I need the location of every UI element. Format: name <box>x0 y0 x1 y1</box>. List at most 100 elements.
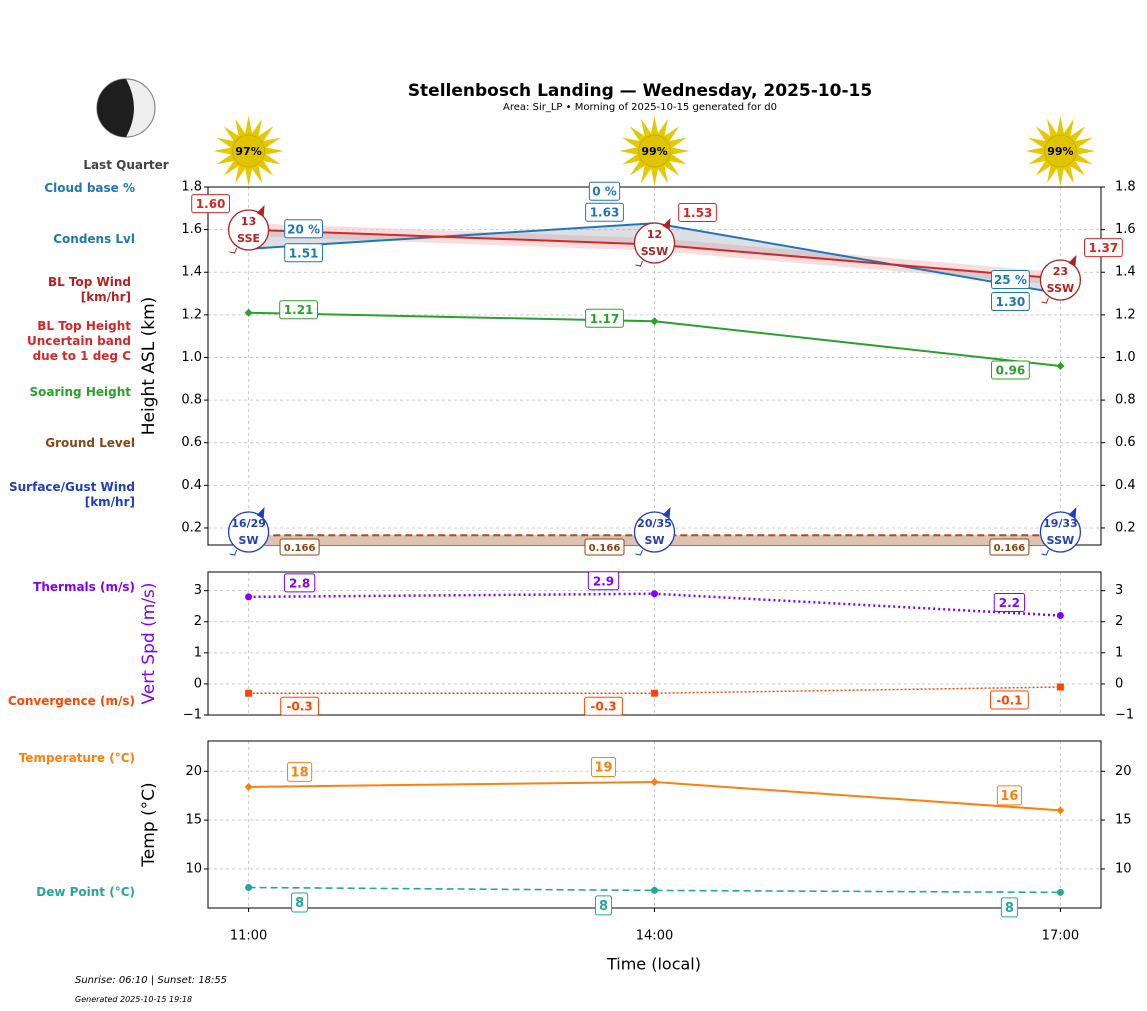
bl-top-wind-speed: 13 <box>241 215 256 228</box>
dew-point-label-box <box>1000 897 1018 918</box>
x-tick-label: 14:00 <box>636 929 673 944</box>
bl-top-wind-tail-icon <box>229 247 238 254</box>
thermals-marker <box>1056 612 1064 620</box>
cloud-base-pct-label-box <box>284 219 323 239</box>
y-tick-label-right: 10 <box>1115 861 1132 876</box>
dew-point-marker <box>245 883 253 891</box>
label-bl-wind: BL Top Wind [km/hr] <box>47 275 131 304</box>
y-tick-label-right: 15 <box>1115 813 1132 828</box>
y-tick-label: 1 <box>194 645 202 660</box>
bl-top-uncertainty-band <box>248 223 1061 286</box>
y-tick-label-right: 0.4 <box>1115 478 1136 493</box>
surface-wind-circle <box>227 511 270 553</box>
thermals-label: 2.2 <box>999 596 1020 610</box>
label-thermals: Thermals (m/s) <box>33 580 135 594</box>
convergence-label: -0.3 <box>286 700 312 714</box>
label-dew-point: Dew Point (°C) <box>36 885 135 899</box>
y-tick-label: 1.2 <box>181 307 202 322</box>
surface-wind-speed: 20/35 <box>637 517 672 530</box>
y-tick-label-right: 0.8 <box>1115 393 1136 408</box>
ground-level-label-box <box>584 538 625 556</box>
sun-disc <box>232 134 266 168</box>
soaring-height-label: 1.17 <box>590 312 620 326</box>
y-tick-label-right: 0.2 <box>1115 520 1136 535</box>
y-tick-label-right: 1.2 <box>1115 307 1136 322</box>
y-tick-label-right: 1.8 <box>1115 180 1136 195</box>
moon-phase-label: Last Quarter <box>83 158 169 172</box>
y-tick-label-right: 1.0 <box>1115 350 1136 365</box>
cloud-base-pct-label-box <box>991 270 1030 290</box>
ground-level-label: 0.166 <box>284 543 316 554</box>
bl-top-wind-arrow-icon <box>662 218 671 230</box>
surface-wind-circle <box>1039 511 1082 553</box>
bl-top-wind-direction: SSE <box>237 232 260 245</box>
condens-level-label: 1.63 <box>590 206 620 220</box>
dew-point-label: 8 <box>295 896 304 911</box>
ground-level-label: 0.166 <box>589 543 621 554</box>
condens-level-label-box <box>585 202 624 222</box>
surface-wind-speed: 16/29 <box>231 517 266 530</box>
bl-top-wind-circle <box>633 222 676 264</box>
convergence-label: -0.3 <box>590 700 616 714</box>
dew-point-marker <box>1056 888 1064 896</box>
y-tick-label-right: 3 <box>1115 583 1123 598</box>
moon-shadow <box>97 79 134 137</box>
y-tick-label-right: 1.6 <box>1115 222 1136 237</box>
bl-top-label: 1.53 <box>683 206 713 220</box>
y-tick-label: 10 <box>185 861 202 876</box>
label-temperature: Temperature (°C) <box>18 751 135 765</box>
thermals-marker <box>651 590 658 598</box>
sun-disc <box>1043 134 1077 168</box>
bl-top-wind-circle <box>1039 259 1082 301</box>
surface-wind-circle <box>633 511 676 553</box>
temperature-label-box <box>287 761 313 782</box>
soaring-height-marker <box>244 308 253 317</box>
page-title: Stellenbosch Landing — Wednesday, 2025-1… <box>407 81 873 101</box>
sunshine-percent: 97% <box>235 145 261 158</box>
surface-wind-arrow-icon <box>662 507 671 519</box>
temperature-label: 16 <box>1000 789 1018 804</box>
x-tick-label: 11:00 <box>230 929 267 944</box>
condens-level-label: 1.51 <box>289 246 319 260</box>
soaring-height-label: 1.21 <box>284 303 314 317</box>
convergence-marker <box>1056 683 1064 691</box>
thermals-label-box <box>993 593 1026 613</box>
condens-level-label-box <box>284 243 323 263</box>
y-axis-title: Temp (°C) <box>139 782 159 867</box>
y-tick-label: −1 <box>183 708 202 723</box>
y-tick-label-right: 1.4 <box>1115 265 1136 280</box>
y-tick-label: 0 <box>194 676 202 691</box>
y-tick-label-right: −1 <box>1115 708 1134 723</box>
cloud-base-pct-label: 0 % <box>592 185 617 199</box>
dew-point-label: 8 <box>599 899 608 914</box>
convergence-label: -0.1 <box>996 694 1022 708</box>
surface-wind-speed: 19/33 <box>1043 517 1078 530</box>
surface-wind-tail-icon <box>229 549 238 556</box>
label-surface-wind: Surface/Gust Wind [km/hr] <box>9 480 135 509</box>
soaring-height-label: 0.96 <box>996 364 1026 378</box>
soaring-height-label-box <box>585 308 624 328</box>
thermals-label-box <box>587 571 620 591</box>
temperature-label: 18 <box>291 765 309 780</box>
y-tick-label-right: 1 <box>1115 645 1123 660</box>
surface-wind-arrow-icon <box>1068 507 1077 519</box>
bl-top-wind-speed: 12 <box>647 228 662 241</box>
temperature-label: 19 <box>594 761 612 776</box>
soaring-height-marker <box>1056 362 1065 370</box>
surface-wind-direction: SSW <box>1047 534 1074 547</box>
surface-wind-arrow-icon <box>256 507 265 519</box>
ground-level-label-box <box>279 538 320 556</box>
condens-level-label-box <box>991 292 1030 312</box>
y-axis-title: Height ASL (km) <box>139 297 159 436</box>
condens-level-label: 1.30 <box>996 295 1026 309</box>
y-tick-label: 0.2 <box>181 520 202 535</box>
temperature-label-box <box>590 757 617 778</box>
dew-point-label-box <box>291 892 309 913</box>
bl-top-label-box <box>191 194 230 214</box>
y-tick-label: 0.6 <box>181 435 202 450</box>
bl-top-wind-tail-icon <box>1041 297 1049 304</box>
y-tick-label: 1.0 <box>181 350 202 365</box>
label-convergence: Convergence (m/s) <box>7 694 135 708</box>
